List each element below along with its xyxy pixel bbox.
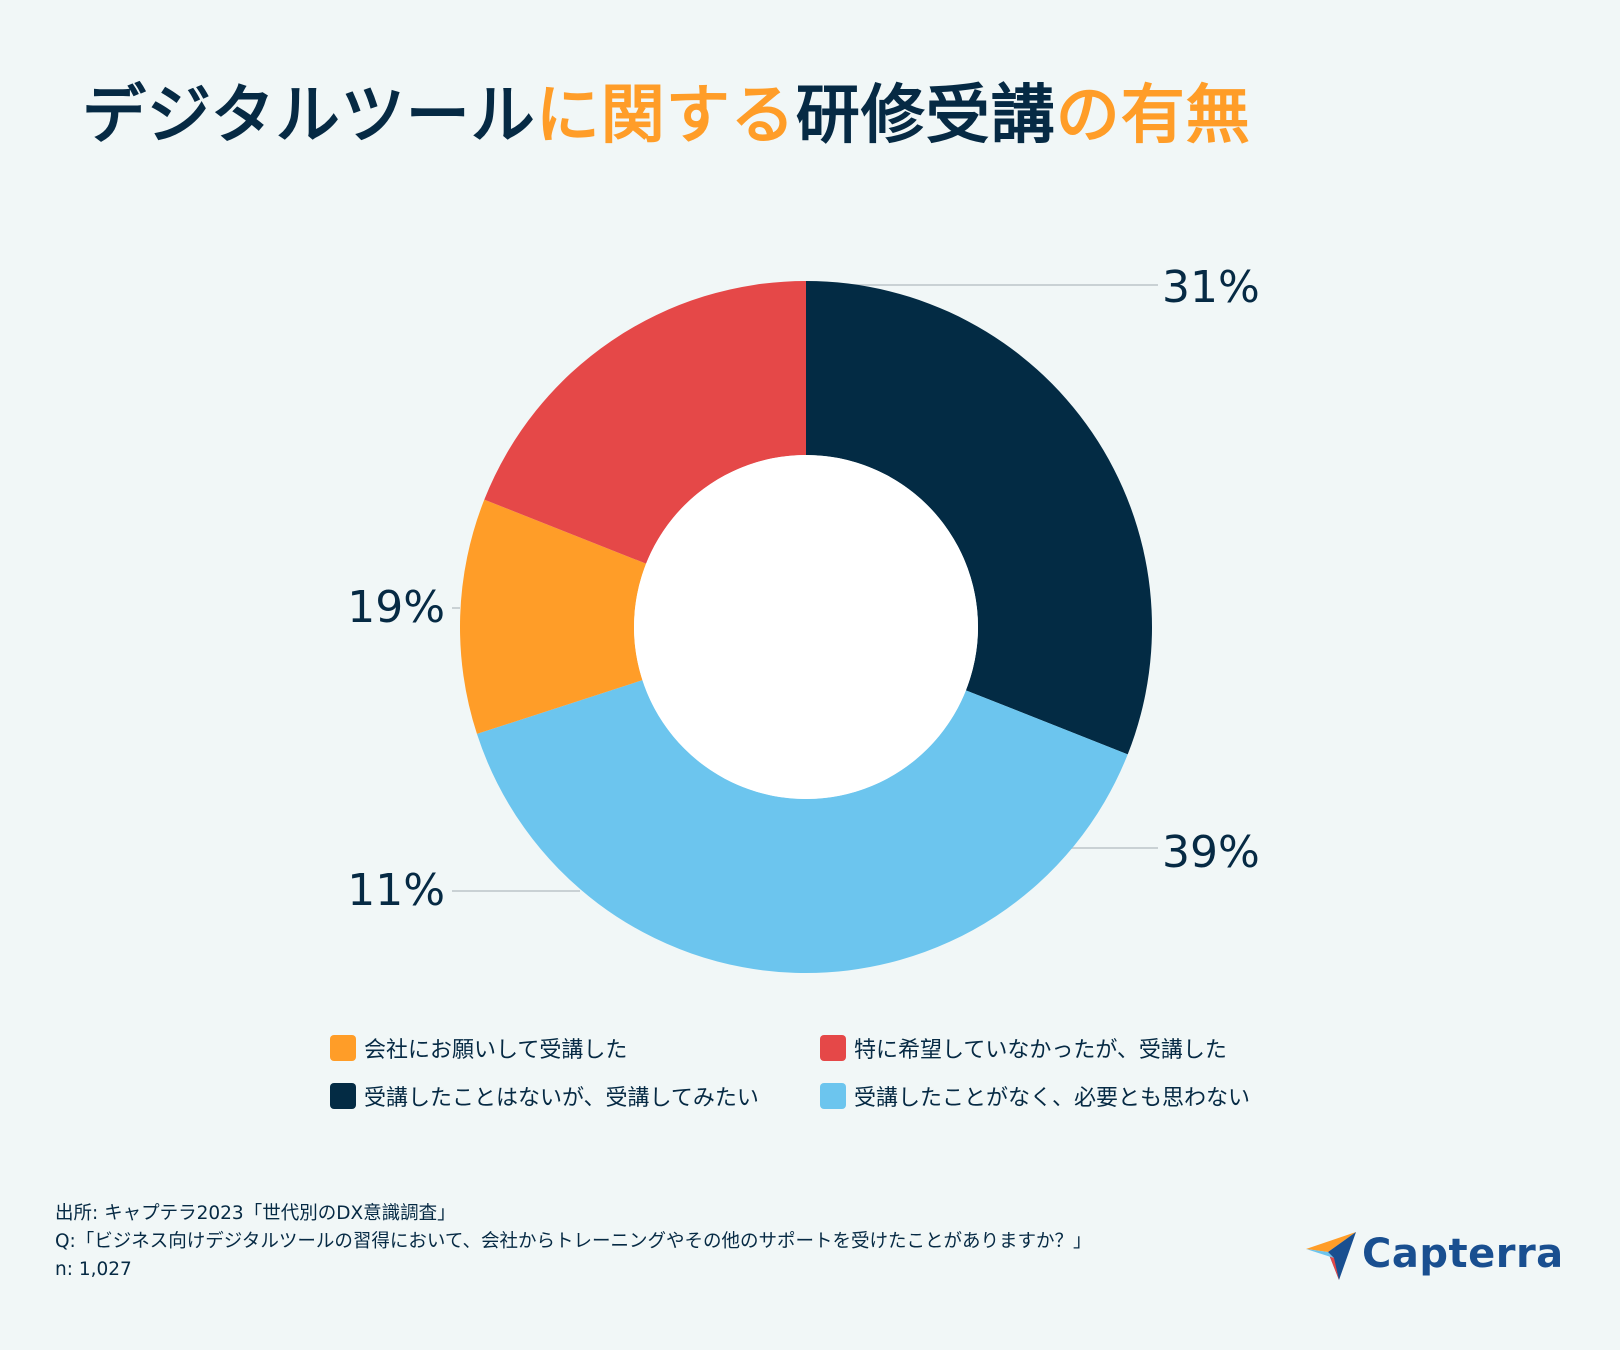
donut-hole [634, 455, 978, 799]
legend: 会社にお願いして受講した 特に希望していなかったが、受講した 受講したことはない… [330, 1032, 1290, 1112]
legend-item-want-to-take: 受講したことはないが、受講してみたい [330, 1080, 820, 1112]
legend-swatch [330, 1083, 356, 1109]
legend-swatch [820, 1035, 846, 1061]
legend-label: 会社にお願いして受講した [364, 1038, 628, 1063]
donut-slice [476, 680, 1128, 973]
legend-item-company-request: 会社にお願いして受講した [330, 1032, 820, 1064]
chart-title: デジタルツールに関する研修受講の有無 [82, 78, 1251, 155]
footnote-sample-size: n: 1,027 [55, 1259, 132, 1280]
title-part-4: の有無 [1055, 79, 1251, 153]
donut-slice [459, 499, 647, 734]
footnote-question: Q:「ビジネス向けデジタルツールの習得において、会社からトレーニングやその他のサ… [55, 1231, 1092, 1252]
capterra-arrow-icon [1306, 1232, 1356, 1280]
slice-percent-label: 31% [1162, 262, 1260, 313]
title-part-3: 研修受講 [795, 79, 1056, 153]
capterra-logo-text: Capterra [1362, 1231, 1564, 1277]
legend-item-not-requested: 特に希望していなかったが、受講した [820, 1032, 1290, 1064]
legend-label: 特に希望していなかったが、受講した [854, 1038, 1227, 1063]
title-part-2: に関する [535, 79, 796, 153]
legend-swatch [820, 1083, 846, 1109]
footnote: 出所: キャプテラ2023「世代別のDX意識調査」 Q:「ビジネス向けデジタルツ… [55, 1200, 1091, 1284]
donut-chart: 31% 39% 11% 19% [347, 262, 1260, 973]
slice-percent-label: 19% [347, 582, 445, 633]
legend-item-not-needed: 受講したことがなく、必要とも思わない [820, 1080, 1290, 1112]
donut-slice [484, 280, 806, 564]
capterra-logo: Capterra [1304, 1228, 1564, 1280]
slice-percent-label: 39% [1162, 827, 1260, 878]
footnote-source: 出所: キャプテラ2023「世代別のDX意識調査」 [55, 1203, 456, 1224]
slice-percent-label: 11% [347, 865, 445, 916]
legend-label: 受講したことがなく、必要とも思わない [854, 1086, 1251, 1111]
legend-label: 受講したことはないが、受講してみたい [364, 1086, 759, 1111]
title-part-1: デジタルツール [82, 79, 536, 153]
legend-swatch [330, 1035, 356, 1061]
donut-slice [806, 281, 1152, 755]
